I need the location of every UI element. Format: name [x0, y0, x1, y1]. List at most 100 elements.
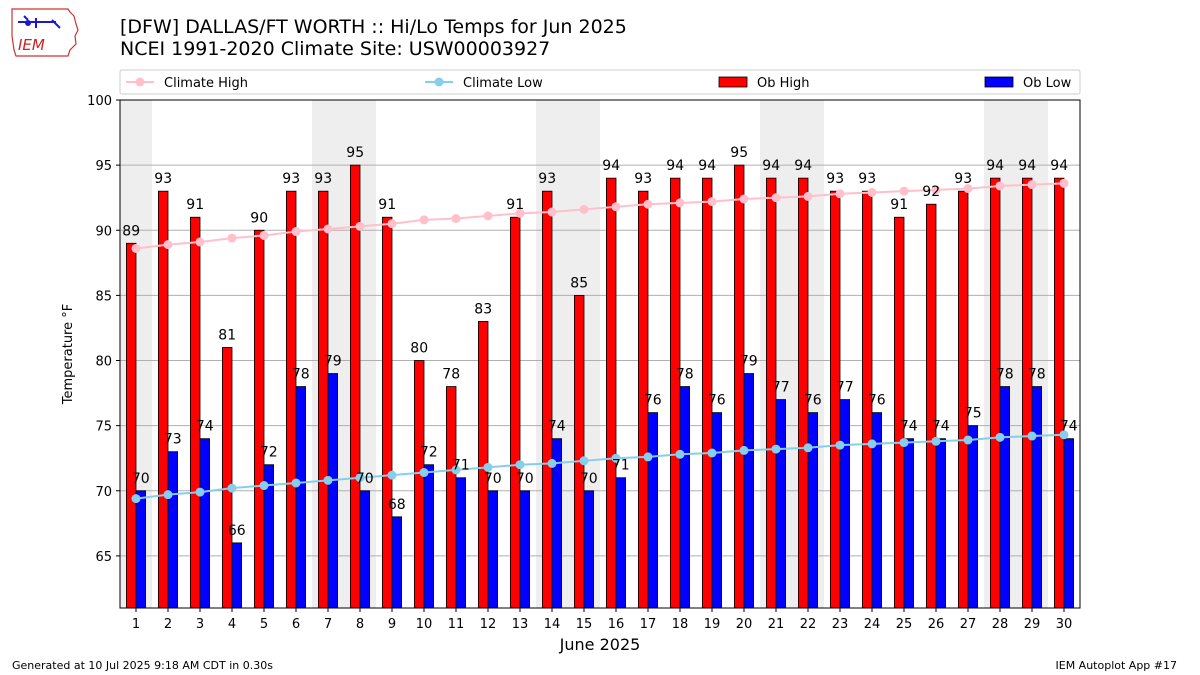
ob-high-value-label: 94 — [1050, 158, 1068, 174]
climate-low-point — [771, 444, 781, 454]
ob-low-bar — [1063, 438, 1075, 609]
ob-low-value-label: 70 — [484, 471, 502, 487]
ob-high-bar — [670, 177, 681, 609]
ob-high-value-label: 93 — [538, 171, 556, 187]
climate-high-point — [515, 208, 525, 218]
ob-high-bar — [445, 386, 457, 609]
ob-high-bar — [574, 294, 585, 609]
climate-low-point — [995, 432, 1005, 442]
ob-low-bar — [359, 490, 371, 609]
ob-high-value-label: 91 — [506, 197, 524, 213]
climate-high-point — [835, 189, 845, 199]
ob-high-value-label: 93 — [954, 171, 972, 187]
ob-high-value-label: 90 — [250, 210, 268, 226]
ob-low-bar — [679, 386, 691, 609]
legend-ob-high-label: Ob High — [757, 76, 810, 91]
ob-low-value-label: 79 — [740, 354, 758, 370]
climate-high-point — [707, 197, 717, 207]
ob-high-bar — [958, 190, 969, 609]
x-tick-label: 9 — [388, 617, 396, 632]
x-tick-label: 16 — [608, 617, 625, 632]
ob-high-bar — [1054, 177, 1065, 609]
ob-low-value-label: 79 — [324, 354, 342, 370]
ob-high-bar — [413, 360, 425, 609]
climate-lines — [131, 178, 1069, 504]
ob-high-bar — [157, 190, 169, 609]
ob-low-value-label: 75 — [964, 406, 982, 422]
ob-low-value-label: 78 — [676, 367, 694, 383]
ob-low-bar — [1031, 386, 1043, 609]
ob-high-bar — [606, 177, 617, 609]
generated-note: Generated at 10 Jul 2025 9:18 AM CDT in … — [12, 659, 273, 672]
x-tick-label: 5 — [260, 617, 268, 632]
ob-high-bar — [509, 216, 521, 609]
climate-high-point — [163, 240, 173, 250]
climate-high-point — [227, 233, 237, 243]
climate-low-point — [131, 494, 141, 504]
climate-high-point — [611, 202, 621, 212]
ob-high-value-label: 94 — [666, 158, 684, 174]
y-tick-label: 95 — [95, 159, 112, 174]
climate-high-point — [899, 186, 909, 196]
x-tick-label: 11 — [448, 617, 465, 632]
x-tick-label: 18 — [672, 617, 689, 632]
ob-high-value-label: 91 — [890, 197, 908, 213]
station-dot — [25, 20, 31, 26]
ob-low-bar — [839, 399, 851, 609]
iowa-outline — [11, 8, 79, 57]
ob-low-bar — [423, 464, 435, 609]
ob-high-value-label: 94 — [602, 158, 620, 174]
ob-high-value-label: 93 — [154, 171, 172, 187]
climate-high-point — [195, 237, 205, 247]
ob-low-bar — [455, 477, 467, 609]
x-tick-label: 14 — [544, 617, 561, 632]
y-axis-label: Temperature °F — [61, 304, 76, 405]
x-tick-label: 25 — [896, 617, 913, 632]
ob-high-bar — [126, 242, 137, 609]
ob-high-value-label: 95 — [346, 145, 364, 161]
climate-low-line — [135, 433, 1065, 500]
ob-low-value-label: 70 — [516, 471, 534, 487]
climate-high-point — [995, 181, 1005, 191]
ob-low-bar — [647, 412, 659, 609]
climate-low-point — [675, 449, 685, 459]
y-tick-label: 100 — [87, 94, 112, 109]
ob-low-value-label: 77 — [836, 380, 854, 396]
ob-high-value-label: 89 — [122, 223, 140, 239]
ob-low-bar — [199, 438, 211, 609]
ob-low-value-label: 71 — [612, 458, 630, 474]
ob-high-bar — [317, 190, 329, 609]
climate-low-point — [451, 465, 461, 475]
ob-high-value-label: 93 — [282, 171, 300, 187]
ob-high-bar — [542, 190, 553, 609]
x-axis-label: June 2025 — [559, 635, 641, 654]
ob-high-bar — [221, 347, 233, 609]
x-tick-label: 13 — [512, 617, 529, 632]
ob-high-value-label: 80 — [410, 341, 428, 357]
ob-low-value-label: 73 — [164, 432, 182, 448]
ob-low-bar — [295, 386, 307, 609]
climate-high-point — [547, 207, 557, 217]
climate-high-point — [931, 185, 941, 195]
climate-high-point — [355, 221, 365, 231]
weather-symbols — [18, 15, 61, 29]
legend-ob-high-swatch — [718, 76, 748, 88]
ob-low-bar — [807, 412, 819, 609]
x-tick-label: 21 — [768, 617, 785, 632]
x-tick-label: 30 — [1056, 617, 1073, 632]
climate-high-point — [1027, 180, 1037, 190]
ob-low-bar — [519, 490, 531, 609]
ob-low-value-label: 71 — [452, 458, 470, 474]
climate-high-point — [803, 191, 813, 201]
x-tick-label: 15 — [576, 617, 593, 632]
climate-low-point — [291, 478, 301, 488]
climate-high-point — [579, 204, 589, 214]
ob-low-value-label: 66 — [228, 523, 246, 539]
climate-high-line — [135, 182, 1065, 250]
legend: Climate High Climate Low Ob High Ob Low — [119, 69, 1081, 95]
climate-low-point — [835, 440, 845, 450]
x-tick-label: 4 — [228, 617, 236, 632]
climate-low-point — [163, 490, 173, 500]
ob-low-value-label: 78 — [996, 367, 1014, 383]
ob-low-bar — [231, 542, 243, 609]
